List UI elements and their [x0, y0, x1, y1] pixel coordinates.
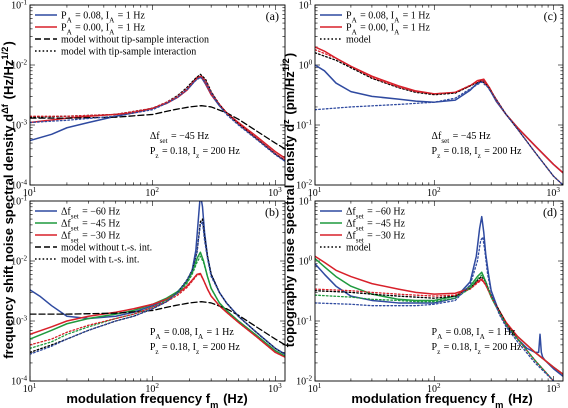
series-line-f-set-45-hz — [315, 257, 563, 375]
series-line-red-dotted — [30, 75, 285, 161]
x-tick-label: 102 — [427, 186, 441, 199]
y-tick-label: 10-1 — [11, 0, 28, 12]
legend-entry: PA = 0.00, IA = 1 Hz — [346, 23, 431, 37]
panel-d: 101 102 103 10-2 10-1 100 101 (d) Δfset =… — [296, 195, 564, 395]
series-line-p-a-0-08-i-a-1-hz — [30, 76, 285, 162]
x-tick-label: 102 — [145, 186, 159, 199]
legend-entry: Δfset = −30 Hz — [346, 231, 406, 245]
x-tick-label: 103 — [546, 186, 560, 199]
x-tick-label: 102 — [427, 382, 441, 395]
y-tick-label: 10-1 — [296, 119, 313, 132]
x-axis-title-left: modulation frequency fm (Hz) — [66, 391, 247, 408]
y-tick-label: 10-2 — [11, 59, 28, 72]
annotation: PA = 0.08, IA = 1 Hz — [150, 327, 235, 341]
annotation: Pz = 0.18, Iz = 200 Hz — [432, 146, 523, 160]
legend-entry: model without tip-sample interaction — [61, 35, 209, 46]
annotation: Δfset = −45 Hz — [150, 131, 210, 145]
legend-entry: Δfset = −60 Hz — [61, 207, 121, 221]
series-line-blue-dotted — [315, 81, 563, 185]
x-axis-title-right: modulation frequency fm (Hz) — [351, 391, 532, 408]
panel-label: (d) — [543, 205, 557, 219]
annotation: Δfset = −45 Hz — [432, 131, 492, 145]
y-tick-label: 10-1 — [11, 195, 28, 208]
series-line-blue-dotted — [30, 76, 285, 162]
legend-entry: model without t.-s. int. — [61, 243, 152, 254]
y-tick-label: 10-1 — [296, 315, 313, 328]
y-tick-label: 101 — [299, 0, 313, 12]
x-tick-label: 101 — [23, 186, 37, 199]
x-tick-label: 103 — [546, 382, 560, 395]
y-tick-label: 100 — [299, 255, 313, 268]
y-tick-label: 10-4 — [11, 179, 28, 192]
annotation: Pz = 0.18, Iz = 200 Hz — [432, 342, 523, 356]
y-tick-label: 10-3 — [11, 315, 28, 328]
series-line-blue-dotted — [315, 236, 555, 381]
series-line-p-a-0-00-i-a-1-hz — [30, 75, 285, 159]
panel-a: 101 102 103 10-4 10-3 10-2 10-1 (a) PA = … — [11, 0, 286, 199]
panel-label: (c) — [544, 9, 557, 23]
y-tick-label: 10-2 — [11, 255, 28, 268]
panel-c: 101 102 103 10-2 10-1 100 101 (c) PA = 0.… — [296, 0, 564, 199]
legend-entry: Δfset = −45 Hz — [346, 219, 406, 233]
legend-entry: Δfset = −45 Hz — [61, 219, 121, 233]
series-line-red-dotted — [30, 273, 285, 358]
legend-entry: PA = 0.08, IA = 1 Hz — [346, 11, 431, 25]
panel-label: (a) — [266, 9, 279, 23]
panel-label: (b) — [265, 205, 279, 219]
annotation: PA = 0.08, IA = 1 Hz — [432, 327, 517, 341]
x-tick-label: 103 — [268, 186, 282, 199]
y-axis-title-left: frequency shift noise spectral density d… — [0, 41, 16, 359]
series-line-f-set-30-hz — [30, 272, 285, 358]
x-tick-label: 101 — [23, 382, 37, 395]
legend-entry: Δfset = −30 Hz — [61, 231, 121, 245]
legend-entry: model with t.-s. int. — [61, 255, 139, 266]
y-axis-title-right: topography noise spectral density dz (pm… — [281, 53, 297, 347]
legend-entry: model — [346, 243, 371, 254]
panel-a-series — [30, 73, 285, 162]
series-line-model — [315, 52, 563, 185]
series-line-model-with-tip-sample-interaction — [30, 73, 285, 161]
y-tick-label: 10-2 — [296, 375, 313, 388]
legend-entry: Δfset = −60 Hz — [346, 207, 406, 221]
legend-entry: PA = 0.00, IA = 1 Hz — [61, 23, 146, 37]
annotation: Pz = 0.18, Iz = 200 Hz — [150, 342, 241, 356]
series-line-blue-dotted — [30, 221, 285, 355]
series-line-green-dotted — [315, 274, 555, 381]
panel-b: 101 102 103 10-4 10-3 10-2 10-1 (b) Δfset… — [11, 195, 286, 395]
x-tick-label: 102 — [145, 382, 159, 395]
x-tick-label: 101 — [308, 186, 322, 199]
annotation: Pz = 0.18, Iz = 200 Hz — [150, 146, 241, 160]
legend-entry: model — [346, 35, 371, 46]
legend-entry: PA = 0.08, IA = 1 Hz — [61, 11, 146, 25]
y-tick-label: 101 — [299, 195, 313, 208]
series-line-f-set-30-hz — [315, 255, 563, 375]
panels: 101 102 103 10-4 10-3 10-2 10-1 (a) PA = … — [11, 0, 564, 395]
series-line-green-dotted — [30, 255, 285, 357]
series-line-model-without-t-s-int — [30, 301, 285, 346]
y-tick-label: 100 — [299, 59, 313, 72]
x-tick-label: 103 — [268, 382, 282, 395]
panel-b-series — [30, 201, 285, 358]
series-line-model-without-tip-sample-interaction — [30, 105, 285, 150]
legend-entry: model with tip-sample interaction — [61, 47, 196, 58]
panel-b-frame — [29, 200, 286, 382]
panel-c-frame — [314, 4, 564, 186]
y-tick-label: 10-3 — [11, 119, 28, 132]
panel-c-series — [315, 46, 563, 185]
panel-d-series — [315, 215, 563, 381]
y-tick-label: 10-4 — [11, 375, 28, 388]
panel-d-frame — [314, 200, 564, 382]
series-line-model — [315, 275, 555, 381]
series-line-red-dotted — [315, 49, 563, 185]
panel-a-frame — [29, 4, 286, 186]
x-tick-label: 101 — [308, 382, 322, 395]
y-tick-label: 10-2 — [296, 179, 313, 192]
